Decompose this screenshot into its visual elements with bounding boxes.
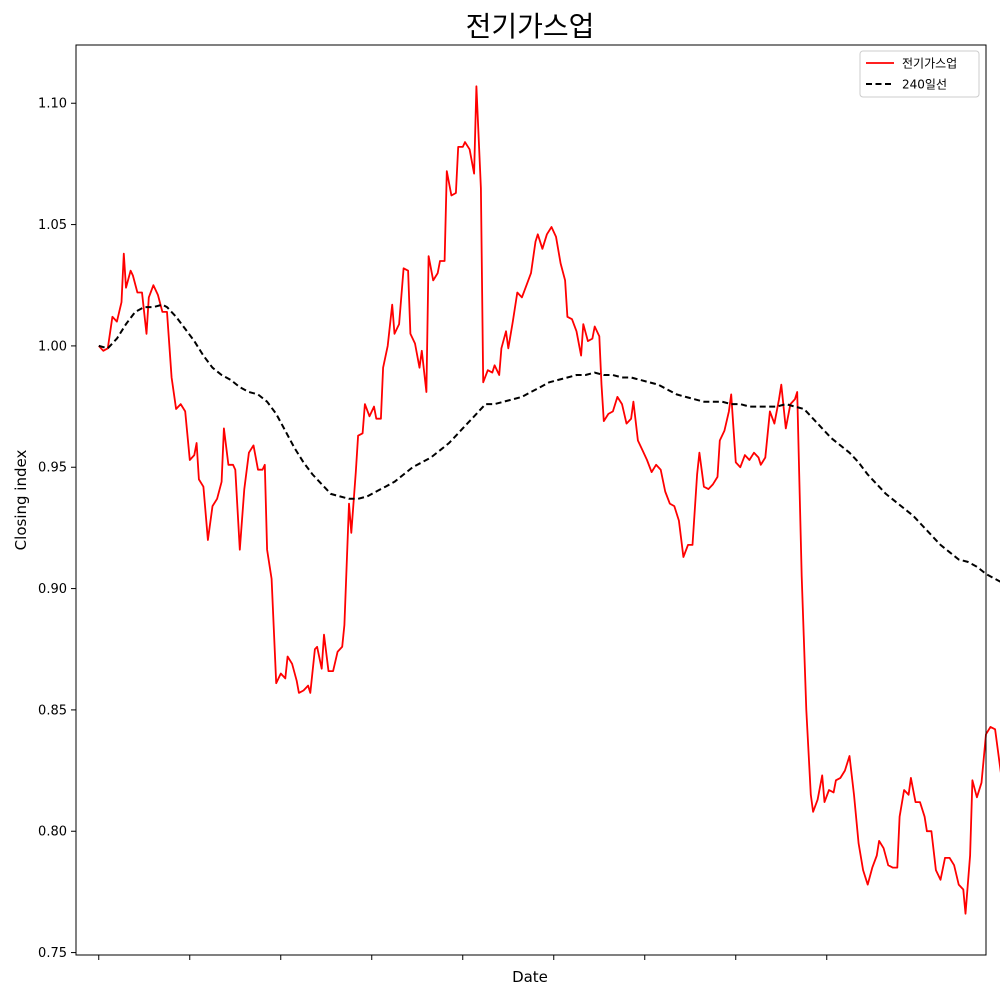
chart-title: 전기가스업 (466, 10, 595, 43)
y-tick-label: 1.05 (38, 218, 67, 233)
y-tick-label: 1.10 (38, 97, 67, 112)
legend-label-2: 240일선 (902, 78, 947, 92)
plot-area (98, 85, 1000, 915)
y-tick-label: 0.90 (38, 582, 67, 597)
legend-label-1: 전기가스업 (902, 57, 957, 71)
y-tick-label: 0.75 (38, 946, 67, 961)
y-tick-label: 1.00 (38, 339, 67, 354)
series-line-2 (98, 303, 1000, 583)
y-axis-label: Closing index (12, 450, 30, 551)
y-tick-label: 0.95 (38, 461, 67, 476)
series-line-1 (98, 85, 1000, 915)
y-tick-label: 0.85 (38, 703, 67, 718)
axes-frame (75, 44, 987, 956)
legend: 전기가스업 240일선 (859, 50, 980, 98)
axes: 0.75 0.80 0.85 0.90 0.95 1.00 1.05 1.10 (38, 44, 987, 961)
y-tick-label: 0.80 (38, 825, 67, 840)
x-axis-label: Date (512, 968, 548, 986)
